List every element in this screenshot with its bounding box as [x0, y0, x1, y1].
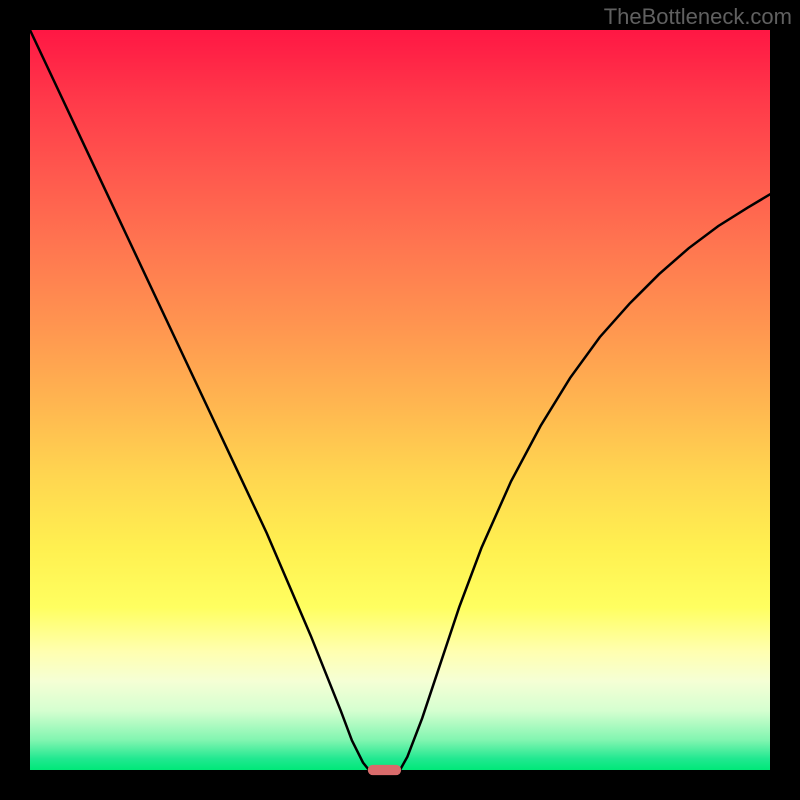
chart-background — [30, 30, 770, 770]
chart-svg — [0, 0, 800, 800]
bottleneck-marker — [368, 765, 401, 775]
watermark-text: TheBottleneck.com — [604, 4, 792, 30]
bottleneck-chart: TheBottleneck.com — [0, 0, 800, 800]
